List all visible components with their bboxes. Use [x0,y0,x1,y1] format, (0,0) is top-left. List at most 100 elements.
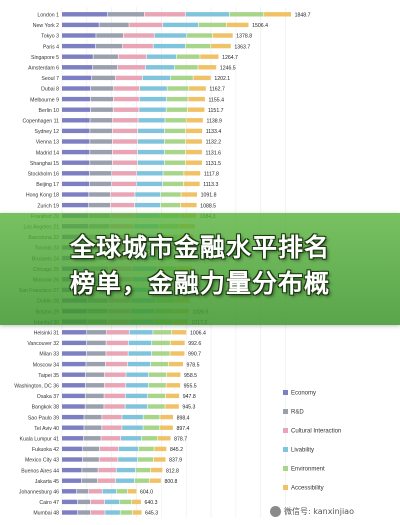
value-label: 1202.1 [214,76,230,82]
bar-segment-accessibility [160,414,173,420]
bar-segment-environment [166,96,188,102]
bar-segment-r-d [91,75,116,81]
value-label: 1264.7 [222,55,238,61]
bar-segment-livability [137,139,165,144]
bar-segment-cultural-interaction [110,202,135,208]
bar-segment-cultural-interaction [104,404,125,409]
bar-segment-livability [135,202,161,208]
value-label: 1132.2 [206,140,222,146]
bar-segment-r-d [89,181,112,187]
bar-segment-accessibility [189,86,206,91]
category-label: Vienna 13 [36,140,59,146]
bar-segment-livability [116,467,136,473]
bar-segment-livability [104,499,120,505]
value-label: 1131.5 [206,161,222,167]
category-label: Zurich 19 [37,203,59,209]
bar-segment-cultural-interaction [90,510,105,515]
bar-segment-economy [62,361,86,367]
bar-segment-accessibility [187,107,205,112]
bar-segment-accessibility [193,75,211,81]
bar-segment-accessibility [184,171,201,176]
bar-segment-accessibility [166,372,181,377]
bar-segment-economy [62,436,84,441]
value-label: 1113.3 [203,182,218,188]
bar-segment-economy [62,202,89,208]
bar-segment-cultural-interaction [110,192,135,197]
bar-segment-livability [153,43,186,49]
bar-segment-r-d [84,414,102,420]
bar-segment-economy [62,43,96,49]
value-label: 1138.9 [206,119,222,125]
bar-segment-cultural-interaction [129,22,163,28]
category-label: Berlin 10 [39,108,60,114]
bar-segment-environment [164,139,186,144]
value-label: 898.4 [177,415,190,421]
bar-segment-accessibility [180,202,197,208]
bar-segment-cultural-interaction [102,425,122,430]
bar-segment-cultural-interaction [118,54,147,59]
bar-segment-r-d [89,192,111,197]
category-label: New York 2 [33,23,59,29]
value-label: 800.8 [164,479,177,485]
bar-segment-economy [62,128,90,134]
bar-segment-economy [62,160,90,165]
bar-segment-cultural-interaction [102,414,122,420]
bar-segment-accessibility [185,160,202,165]
banner-title-line-1: 全球城市金融水平排名 [69,233,330,262]
value-label: 1506.4 [252,23,268,29]
bar-segment-livability [105,510,120,515]
value-label: 604.0 [140,490,153,496]
bar-segment-livability [118,446,139,452]
bar-segment-cultural-interaction [117,65,146,70]
bar-segment-r-d [86,361,106,367]
bar-segment-cultural-interaction [97,478,116,483]
bar-segment-cultural-interaction [112,160,138,165]
bar-segment-r-d [82,457,99,462]
value-label: 1151.7 [208,108,224,114]
category-label: Vancouver 32 [27,341,59,347]
bar-segment-economy [62,33,96,38]
bar-segment-accessibility [154,446,167,452]
bar-segment-environment [141,436,158,441]
bar-segment-accessibility [158,436,171,441]
bar-segment-economy [62,351,87,356]
bar-segment-r-d [87,330,107,335]
bar-segment-r-d [90,107,113,112]
legend-swatch [283,447,288,452]
value-label: 645.3 [145,511,158,517]
value-label: 990.7 [188,352,201,358]
bar-segment-environment [164,160,186,165]
category-label: Cairo 47 [39,500,59,506]
bar-segment-economy [62,467,82,473]
bar-segment-economy [62,192,89,197]
bar-segment-livability [122,425,143,430]
category-label: Mumbai 48 [33,511,59,517]
bar-segment-livability [125,393,148,399]
value-label: 1006.4 [190,331,206,337]
bar-segment-economy [62,340,87,346]
bar-segment-cultural-interaction [112,118,138,123]
bar-segment-accessibility [131,499,141,505]
bar-segment-livability [128,351,152,356]
bar-segment-economy [62,65,93,70]
bar-segment-accessibility [165,393,180,399]
legend-label: Livability [291,448,314,454]
bar-segment-environment [160,192,181,197]
bar-segment-environment [148,372,167,377]
bar-segment-livability [126,383,149,388]
bar-segment-r-d [84,425,102,430]
bar-segment-economy [62,499,78,505]
bar-segment-cultural-interaction [101,436,121,441]
bar-segment-livability [126,372,149,377]
bar-segment-environment [120,499,132,505]
category-label: Taipei 35 [38,373,59,379]
bar-segment-environment [229,12,264,17]
legend-label: Cultural Interaction [291,429,341,435]
bar-segment-r-d [90,96,114,102]
category-label: Fukuoka 42 [32,447,59,453]
bar-segment-accessibility [183,181,200,187]
bar-segment-accessibility [198,65,217,70]
category-label: Stockholm 16 [28,172,60,178]
bar-segment-economy [62,12,108,17]
bar-segment-livability [120,436,142,441]
